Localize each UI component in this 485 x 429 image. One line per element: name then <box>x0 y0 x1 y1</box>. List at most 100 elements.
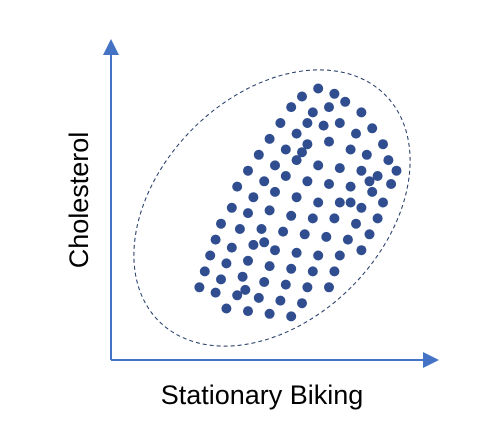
data-point-95 <box>302 118 313 128</box>
data-point-96 <box>297 147 307 158</box>
data-point-55 <box>216 218 226 229</box>
data-point-1 <box>297 91 307 102</box>
data-point-49 <box>264 205 275 216</box>
data-point-8 <box>356 107 367 118</box>
data-point-12 <box>334 118 345 128</box>
data-point-69 <box>334 250 345 261</box>
data-point-68 <box>313 250 324 261</box>
data-point-90 <box>243 306 253 317</box>
data-point-58 <box>278 226 289 237</box>
data-point-57 <box>256 224 267 234</box>
data-point-11 <box>318 120 329 131</box>
data-point-67 <box>291 247 302 258</box>
data-point-45 <box>356 202 367 213</box>
data-point-44 <box>334 197 345 208</box>
data-point-83 <box>302 282 313 293</box>
data-point-99 <box>364 176 375 187</box>
data-point-50 <box>286 210 297 221</box>
data-point-36 <box>345 181 356 192</box>
data-point-5 <box>307 107 318 118</box>
data-point-52 <box>329 213 340 224</box>
data-point-17 <box>280 144 291 155</box>
data-point-71 <box>205 250 216 261</box>
data-point-93 <box>194 282 205 293</box>
data-point-60 <box>321 231 332 242</box>
data-point-3 <box>329 88 340 99</box>
data-point-89 <box>297 298 307 309</box>
data-point-56 <box>234 224 245 234</box>
data-point-10 <box>291 128 302 139</box>
data-point-19 <box>324 136 334 147</box>
data-point-62 <box>364 229 375 240</box>
data-point-22 <box>383 155 394 166</box>
data-point-64 <box>226 242 237 253</box>
data-points <box>194 83 402 322</box>
data-point-80 <box>237 271 248 282</box>
data-point-32 <box>259 176 270 187</box>
data-point-75 <box>286 263 297 274</box>
data-point-100 <box>345 197 356 208</box>
data-point-28 <box>356 165 367 176</box>
data-point-53 <box>351 218 361 229</box>
data-point-20 <box>345 144 356 155</box>
data-point-6 <box>324 102 334 113</box>
data-point-38 <box>386 179 397 189</box>
data-point-87 <box>253 292 264 303</box>
y-axis-label: Cholesterol <box>64 132 94 269</box>
data-point-78 <box>199 266 210 277</box>
data-point-26 <box>313 160 324 171</box>
data-point-25 <box>291 155 302 166</box>
data-point-84 <box>324 282 334 293</box>
data-point-73 <box>243 255 253 266</box>
data-point-54 <box>372 213 383 224</box>
data-point-27 <box>334 163 345 174</box>
data-point-91 <box>264 308 275 319</box>
data-point-23 <box>253 149 264 160</box>
data-point-21 <box>361 149 372 160</box>
data-point-31 <box>243 165 253 176</box>
data-point-7 <box>340 96 351 107</box>
data-point-16 <box>264 133 275 144</box>
data-point-9 <box>275 118 286 128</box>
data-point-77 <box>329 266 340 277</box>
data-point-61 <box>342 234 353 245</box>
data-point-92 <box>286 311 297 322</box>
data-point-30 <box>391 165 402 176</box>
data-point-66 <box>270 245 280 256</box>
data-point-40 <box>248 192 259 203</box>
data-point-41 <box>270 186 280 197</box>
data-point-15 <box>378 139 388 150</box>
data-point-86 <box>232 290 243 301</box>
data-point-70 <box>356 245 367 256</box>
data-point-85 <box>210 287 221 298</box>
data-point-79 <box>216 274 226 285</box>
data-point-63 <box>210 234 221 245</box>
data-point-74 <box>264 261 275 272</box>
data-point-97 <box>259 237 270 248</box>
data-point-18 <box>302 139 313 150</box>
data-point-42 <box>291 192 302 203</box>
data-point-37 <box>367 186 378 197</box>
data-point-33 <box>280 171 291 181</box>
data-point-72 <box>221 258 232 269</box>
data-point-39 <box>232 181 243 192</box>
data-point-98 <box>240 284 251 295</box>
data-point-82 <box>280 279 291 290</box>
data-point-88 <box>275 295 286 306</box>
data-point-94 <box>221 303 232 314</box>
data-point-4 <box>286 102 297 113</box>
data-point-24 <box>270 160 280 171</box>
data-point-81 <box>259 277 270 287</box>
cluster-outline <box>133 69 411 347</box>
x-axis-label: Stationary Biking <box>161 380 364 410</box>
data-point-76 <box>307 266 318 277</box>
data-point-43 <box>313 197 324 208</box>
data-point-2 <box>313 83 324 94</box>
data-point-48 <box>243 208 253 219</box>
data-point-34 <box>302 176 313 187</box>
data-point-29 <box>372 171 383 181</box>
data-point-59 <box>299 229 310 240</box>
data-point-35 <box>324 179 334 189</box>
data-point-46 <box>378 197 388 208</box>
